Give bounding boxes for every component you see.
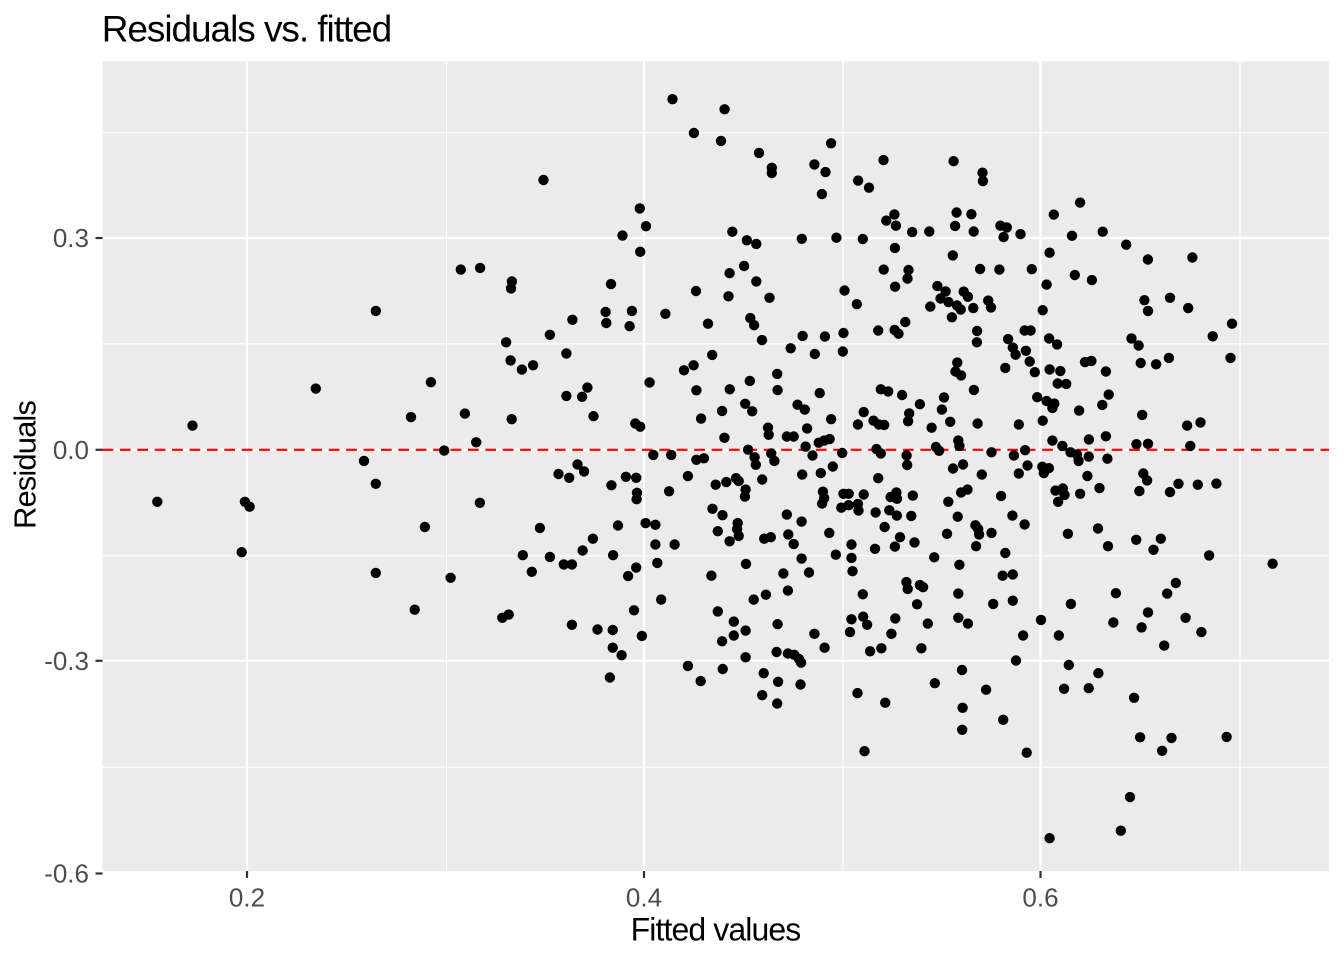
svg-text:0.4: 0.4 [626,883,662,913]
svg-text:0.6: 0.6 [1022,883,1058,913]
svg-text:Residuals vs. fitted: Residuals vs. fitted [102,9,392,50]
svg-text:-0.3: -0.3 [44,646,89,676]
svg-text:Residuals: Residuals [8,401,43,529]
svg-text:-0.6: -0.6 [44,859,89,889]
svg-text:0.0: 0.0 [53,435,89,465]
svg-text:0.3: 0.3 [53,223,89,253]
svg-text:Fitted values: Fitted values [631,912,801,948]
svg-text:0.2: 0.2 [229,883,265,913]
